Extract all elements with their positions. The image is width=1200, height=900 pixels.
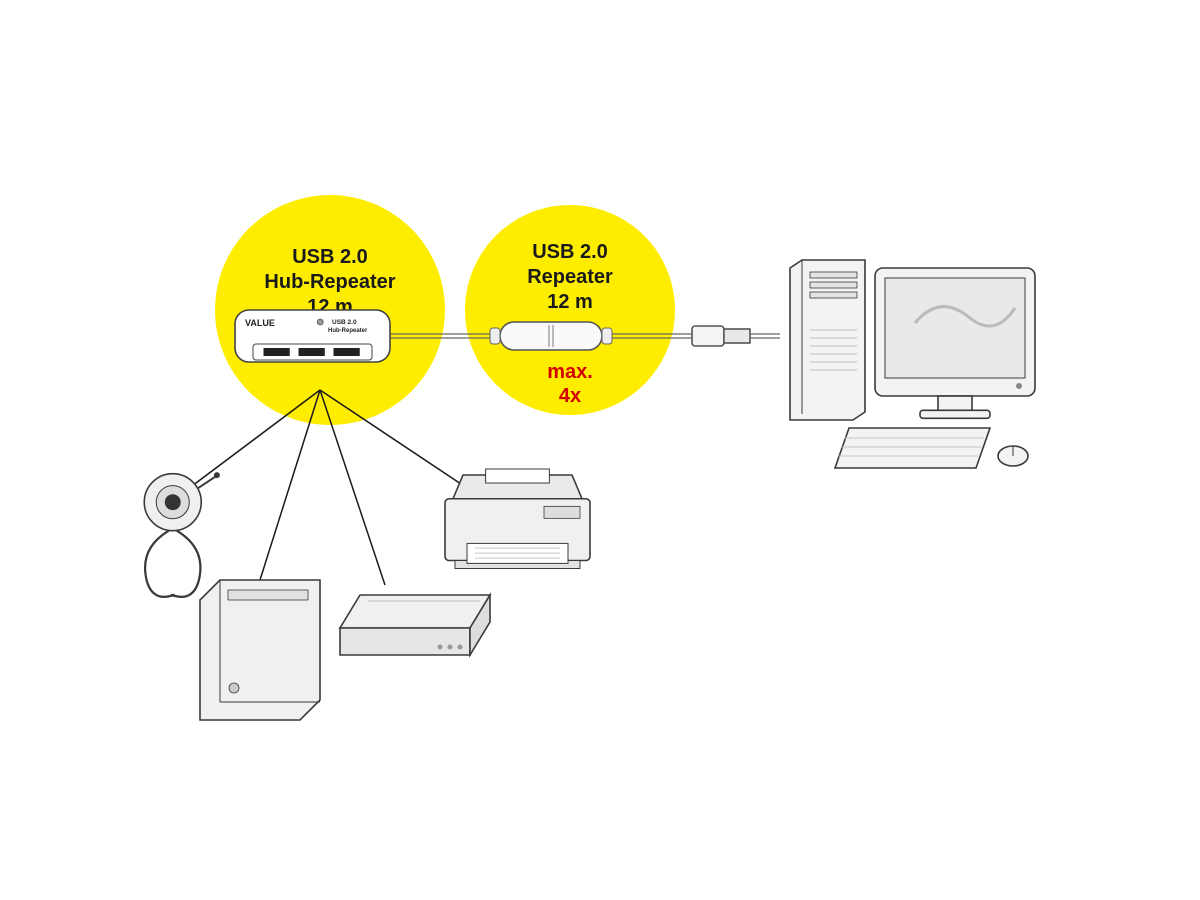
diagram-art-layer: VALUE USB 2.0 Hub-Repeater	[140, 190, 1060, 790]
svg-text:USB 2.0: USB 2.0	[332, 319, 357, 326]
connection-diagram: USB 2.0 Hub-Repeater 12 m USB 2.0 Repeat…	[140, 190, 1060, 790]
svg-text:VALUE: VALUE	[245, 318, 275, 328]
svg-text:Hub-Repeater: Hub-Repeater	[328, 328, 368, 334]
